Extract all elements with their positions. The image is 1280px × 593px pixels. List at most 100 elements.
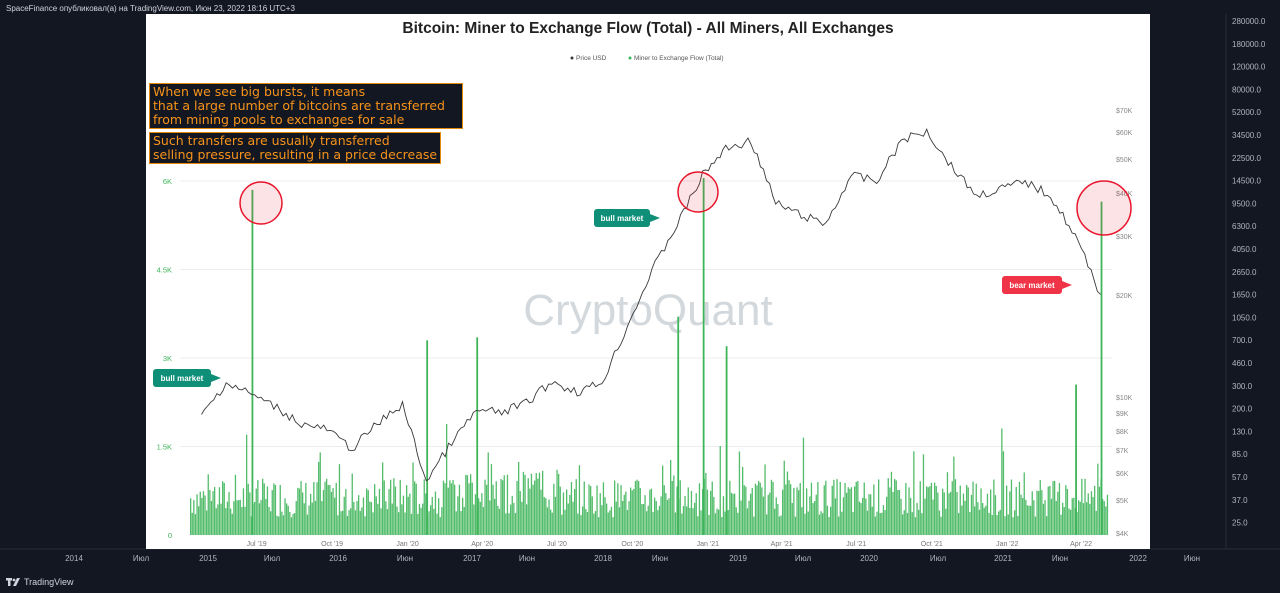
flow-bar — [558, 473, 560, 535]
flow-bar — [222, 481, 224, 535]
flow-bar — [623, 494, 625, 535]
tv-price-tick: 280000.0 — [1232, 17, 1266, 26]
x-axis: Jul '19 Oct '19 Jan '20 Apr '20 Jul '20 Oct '… — [247, 541, 1093, 548]
flow-bar — [514, 513, 517, 535]
flow-bar — [542, 470, 544, 535]
tv-price-tick: 130.0 — [1232, 427, 1253, 436]
tag-box — [153, 369, 211, 387]
flow-bar — [406, 485, 408, 535]
flow-bar — [962, 493, 965, 535]
flow-bar — [295, 501, 297, 535]
flow-bar — [636, 479, 638, 535]
flow-bar — [1065, 485, 1067, 535]
flow-bar — [230, 508, 232, 535]
flow-bar — [559, 486, 561, 535]
flow-bar — [534, 480, 536, 535]
flow-bar — [932, 499, 934, 535]
flow-bar — [284, 498, 286, 535]
flow-bar — [545, 498, 547, 535]
flow-bar — [286, 503, 288, 535]
flow-bar — [913, 451, 915, 535]
flow-bar — [945, 508, 947, 535]
flow-bar — [674, 512, 677, 535]
flow-bar — [513, 502, 515, 535]
flow-bar — [386, 509, 389, 535]
flow-bar — [948, 493, 950, 535]
tv-time-tick: Июл — [795, 554, 812, 563]
flow-bar — [226, 501, 229, 535]
right-axis-tick: $4K — [1116, 531, 1129, 538]
flow-bar — [689, 507, 691, 535]
flow-bar — [308, 505, 310, 535]
flow-bar — [961, 505, 963, 535]
flow-bar — [231, 513, 233, 535]
legend-price-marker — [570, 56, 574, 60]
flow-bar — [423, 479, 425, 535]
flow-bar — [777, 504, 779, 535]
flow-bar — [462, 497, 464, 535]
flow-bar — [1102, 498, 1104, 535]
flow-bar — [209, 489, 211, 535]
flow-bar — [548, 499, 550, 535]
flow-bar — [1004, 516, 1006, 535]
flow-bar — [774, 508, 776, 535]
flow-bar — [879, 513, 881, 535]
flow-bar — [914, 517, 917, 535]
tv-time-tick: 2015 — [199, 554, 217, 563]
flow-bar — [996, 515, 998, 535]
flow-bar — [815, 494, 817, 535]
flow-bar — [630, 487, 632, 535]
flow-spike-bar — [426, 340, 429, 535]
tv-time-tick: 2019 — [729, 554, 747, 563]
flow-bar — [1082, 503, 1085, 535]
flow-bar — [436, 513, 438, 535]
flow-bar — [378, 488, 381, 535]
flow-bar — [383, 480, 385, 535]
flow-bar — [767, 494, 769, 535]
flow-bar — [714, 513, 717, 535]
tv-price-tick: 6300.0 — [1232, 222, 1257, 231]
flow-spike-bar — [1075, 384, 1077, 535]
tradingview-brand: TradingView — [24, 577, 74, 587]
flow-bar — [874, 516, 877, 535]
flow-bar — [465, 474, 467, 535]
flow-bar — [868, 494, 870, 535]
flow-bar — [700, 510, 702, 535]
flow-bar — [686, 506, 688, 535]
flow-bar — [369, 501, 371, 535]
flow-bar — [937, 492, 939, 535]
flow-bar — [398, 512, 400, 535]
flow-bar — [319, 452, 321, 535]
flow-bar — [561, 514, 563, 535]
publisher-line: SpaceFinance опубликовал(а) на TradingVi… — [6, 4, 295, 13]
tradingview-logo[interactable]: TradingView — [6, 577, 74, 587]
tv-price-tick: 9500.0 — [1232, 199, 1257, 208]
cryptoquant-watermark: CryptoQuant — [523, 286, 772, 335]
flow-bar — [1026, 505, 1029, 535]
flow-bar — [458, 484, 461, 535]
flow-bar — [842, 497, 845, 535]
tradingview-time-axis: 2014 Июл 2015 Июл 2016 Июн 2017 Июн 2018 Июн 2019 И… — [0, 548, 1280, 563]
flow-bar — [695, 493, 697, 535]
flow-bar — [959, 485, 961, 535]
flow-bar — [510, 504, 512, 535]
flow-bar — [594, 511, 597, 535]
flow-bar — [1031, 491, 1033, 535]
flow-bar — [274, 484, 277, 535]
gridlines — [180, 180, 1112, 447]
flow-spike-bar — [476, 337, 479, 535]
flow-bar — [935, 486, 937, 535]
flow-bar — [1014, 510, 1016, 535]
flow-bar — [1022, 497, 1024, 535]
flow-bar — [364, 516, 366, 535]
flow-bar — [471, 482, 473, 535]
flow-bar — [326, 478, 328, 535]
chart-title: Bitcoin: Miner to Exchange Flow (Total) … — [402, 20, 893, 37]
flow-bar — [762, 496, 765, 535]
flow-bar — [882, 505, 885, 535]
flow-bar — [964, 500, 966, 535]
flow-bar — [262, 478, 264, 535]
flow-bar — [839, 481, 841, 535]
flow-bar — [350, 508, 352, 535]
flow-bar — [788, 480, 790, 535]
